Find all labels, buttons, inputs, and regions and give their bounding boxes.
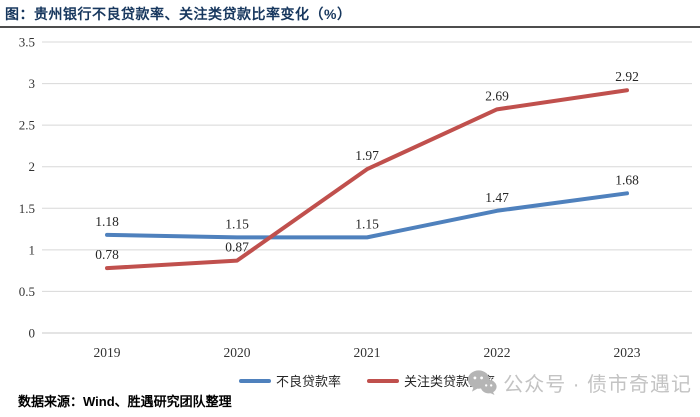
npl-line-swatch — [238, 378, 271, 383]
watermark: 公众号 · 债市奇遇记 — [467, 368, 692, 397]
special-mention-line-swatch — [367, 378, 399, 383]
y-tick-label: 3.5 — [19, 35, 35, 50]
data-label-1: 1.97 — [355, 148, 379, 163]
wechat-icon — [468, 370, 497, 395]
data-label-1: 0.87 — [225, 240, 249, 255]
series-line-0 — [105, 191, 629, 240]
x-tick-label: 2020 — [224, 345, 251, 360]
data-label-1: 2.92 — [615, 69, 639, 84]
watermark-text: 公众号 · 债市奇遇记 — [503, 374, 692, 396]
legend-label-npl: 不良贷款率 — [275, 374, 341, 389]
x-tick-label: 2022 — [484, 345, 511, 360]
data-label-0: 1.15 — [355, 216, 379, 231]
y-tick-label: 1 — [29, 242, 36, 257]
legend-item-npl: 不良贷款率 — [238, 371, 341, 390]
data-label-0: 1.18 — [95, 214, 119, 229]
y-tick-label: 0 — [29, 326, 36, 341]
series-line-1 — [105, 88, 629, 271]
y-tick-label: 1.5 — [19, 201, 35, 216]
y-tick-label: 2 — [29, 159, 36, 174]
data-label-0: 1.47 — [485, 190, 509, 205]
chart-title: 图：贵州银行不良贷款率、关注类贷款比率变化（%） — [5, 6, 352, 22]
x-tick-label: 2019 — [94, 345, 121, 360]
data-source-note: 数据来源：Wind、胜遇研究团队整理 — [18, 394, 232, 409]
data-label-0: 1.15 — [225, 216, 249, 231]
y-tick-label: 3 — [29, 76, 36, 91]
y-tick-label: 0.5 — [19, 284, 35, 299]
data-label-1: 0.78 — [95, 247, 119, 262]
data-label-0: 1.68 — [615, 172, 639, 187]
y-tick-label: 2.5 — [19, 118, 35, 133]
data-label-1: 2.69 — [485, 88, 509, 103]
x-tick-label: 2021 — [354, 345, 381, 360]
x-tick-label: 2023 — [614, 345, 641, 360]
title-rule — [0, 26, 700, 28]
